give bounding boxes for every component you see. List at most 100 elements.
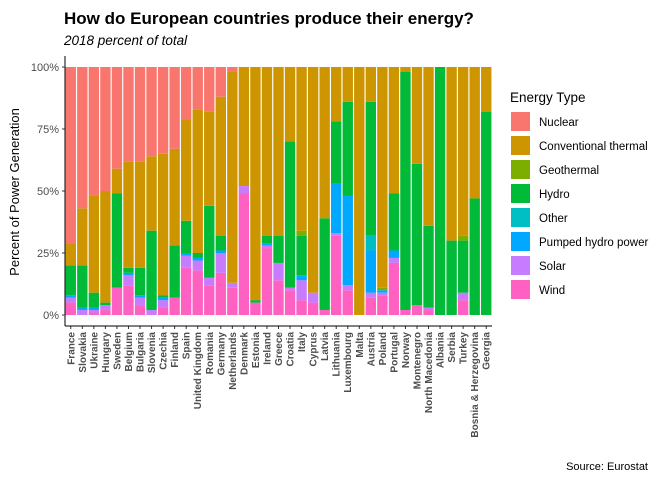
x-tick-label: Spain (182, 332, 193, 359)
x-tick-label: Lithuania (332, 332, 343, 377)
bar-segment-wind-netherlands (227, 287, 238, 315)
bar-segment-nuclear-bulgaria (134, 67, 146, 162)
bar-segment-geothermal-turkey (457, 235, 469, 241)
x-tick-label: Serbia (447, 332, 458, 363)
x-tick-label: Czechia (159, 332, 170, 370)
bar-segment-conventional-thermal-bulgaria (134, 161, 146, 268)
bar-segment-hydro-ireland (261, 235, 273, 244)
bar-segment-wind-croatia (284, 290, 296, 315)
bar-segment-nuclear-germany (215, 67, 226, 97)
x-tick-label: Portugal (389, 332, 400, 373)
bar-segment-conventional-thermal-germany (215, 96, 226, 236)
x-tick-label: Albania (436, 332, 447, 369)
bar-segment-hydro-serbia (446, 240, 457, 315)
bar-segment-nuclear-ukraine (88, 67, 100, 196)
bar-segment-pumped-hydro-power-slovakia (77, 307, 88, 311)
bar-segment-hydro-turkey (457, 240, 469, 293)
x-tick-label: Poland (378, 332, 389, 365)
bar-segment-pumped-hydro-power-czechia (157, 297, 169, 301)
legend-label: Other (539, 213, 568, 225)
bar-segment-solar-portugal (388, 257, 400, 263)
bar-segment-solar-north-macedonia (423, 307, 434, 311)
y-tick-label: 50% (37, 186, 59, 198)
legend-label: Wind (539, 285, 565, 297)
bar-segment-pumped-hydro-power-poland (377, 290, 388, 293)
bar-segment-wind-romania (204, 285, 215, 315)
x-tick-label: Ukraine (89, 332, 100, 369)
bar-segment-hydro-germany (215, 235, 226, 251)
x-tick-label: Croatia (286, 332, 297, 367)
x-tick-label: Turkey (459, 332, 470, 364)
x-tick-label: Bosnia & Herzegovina (470, 332, 481, 438)
bar-segment-conventional-thermal-montenegro (411, 67, 423, 164)
bar-segment-wind-united-kingdom (192, 270, 203, 315)
legend-label: Solar (539, 261, 566, 273)
caption: Source: Eurostat (566, 461, 648, 473)
legend-swatch-pumped-hydro-power (511, 232, 530, 251)
x-tick-label: Germany (216, 332, 227, 376)
bar-segment-solar-netherlands (227, 282, 238, 288)
y-axis: 0% 25% 50% 75% 100% (31, 56, 66, 326)
bar-segment-nuclear-hungary (100, 67, 111, 191)
bar-segment-conventional-thermal-italy (296, 67, 307, 231)
bar-segment-wind-sweden (111, 287, 123, 315)
x-tick-label: Belgium (124, 332, 135, 372)
bar-segment-solar-slovakia (77, 310, 88, 315)
bar-segment-solar-poland (377, 292, 388, 296)
bar-segment-hydro-italy (296, 235, 307, 276)
bar-segment-solar-ireland (261, 245, 273, 249)
bar-segment-conventional-thermal-georgia (481, 67, 492, 112)
bar-segment-conventional-thermal-bosnia-herzegovina (469, 67, 480, 199)
bar-segment-pumped-hydro-power-ukraine (88, 307, 100, 311)
bar-segment-conventional-thermal-turkey (457, 67, 469, 236)
bar-segment-hydro-bulgaria (134, 267, 146, 296)
bar-segment-solar-slovenia (146, 310, 157, 315)
bar-segment-pumped-hydro-power-ireland (261, 243, 273, 246)
bar-segment-solar-germany (215, 253, 226, 273)
chart-subtitle: 2018 percent of total (63, 33, 188, 48)
bar-segment-nuclear-romania (204, 67, 215, 112)
bar-segment-wind-finland (169, 297, 180, 315)
bar-segment-nuclear-slovakia (77, 67, 88, 209)
bar-segment-wind-turkey (457, 300, 469, 315)
bar-segment-nuclear-czechia (157, 67, 169, 154)
legend: Energy Type Nuclear Conventional thermal G… (510, 90, 648, 299)
x-tick-label: Romania (205, 332, 216, 375)
bar-segment-nuclear-netherlands (227, 67, 238, 72)
legend-label: Pumped hydro power (539, 237, 648, 249)
legend-label: Hydro (539, 189, 570, 201)
bar-segment-wind-denmark (238, 193, 250, 315)
bar-segment-pumped-hydro-power-germany (215, 250, 226, 253)
bar-segment-wind-czechia (157, 307, 169, 315)
bar-segment-geothermal-poland (377, 287, 388, 291)
bar-segment-solar-united-kingdom (192, 260, 203, 271)
bar-segment-solar-greece (273, 262, 284, 281)
bar-segment-hydro-luxembourg (342, 101, 353, 196)
x-tick-label: Cyprus (309, 332, 320, 367)
x-tick-label: Denmark (239, 332, 250, 375)
bar-segment-pumped-hydro-power-italy (296, 275, 307, 281)
x-tick-label: Estonia (251, 332, 262, 369)
x-tick-label: Netherlands (228, 332, 239, 390)
x-axis: France Slovakia Ukraine Hungary Sweden Belgiu… (65, 325, 493, 438)
bar-segment-solar-lithuania (331, 233, 342, 236)
bar-segment-wind-germany (215, 272, 226, 315)
bar-segment-conventional-thermal-austria (365, 67, 377, 102)
bar-segment-conventional-thermal-greece (273, 67, 284, 236)
x-tick-label: Finland (170, 332, 181, 368)
bar-segment-solar-turkey (457, 292, 469, 301)
bar-segment-solar-hungary (100, 305, 111, 311)
bar-segment-hydro-united-kingdom (192, 253, 203, 258)
x-tick-label: Georgia (482, 332, 493, 370)
bar-segment-hydro-hungary (100, 302, 111, 306)
x-tick-label: Austria (366, 332, 377, 367)
bar-segment-solar-italy (296, 280, 307, 301)
bar-segment-conventional-thermal-lithuania (331, 67, 342, 122)
bar-segment-wind-france (65, 302, 76, 315)
bar-segment-pumped-hydro-power-united-kingdom (192, 257, 203, 261)
bar-segment-wind-cyprus (307, 302, 319, 315)
bar-segment-pumped-hydro-power-lithuania (331, 183, 342, 234)
bar-segment-nuclear-finland (169, 67, 180, 149)
bar-segment-conventional-thermal-sweden (111, 168, 123, 194)
x-tick-label: Ireland (262, 332, 273, 365)
